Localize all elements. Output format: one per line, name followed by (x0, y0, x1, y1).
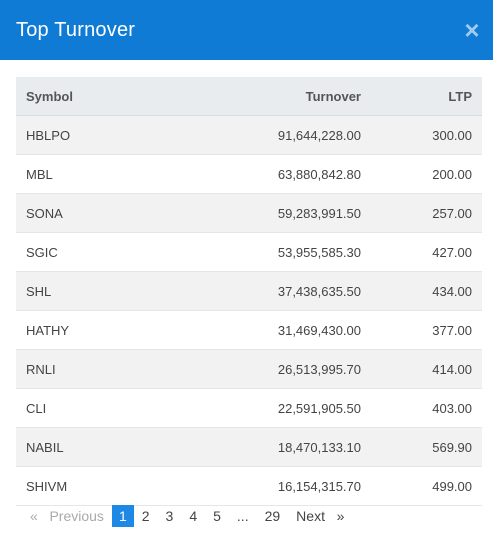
cell-turnover: 37,438,635.50 (176, 271, 361, 311)
cell-turnover: 18,470,133.10 (176, 427, 361, 467)
cell-symbol: SHL (16, 271, 176, 311)
cell-turnover: 59,283,991.50 (176, 193, 361, 233)
cell-ltp: 377.00 (361, 310, 482, 350)
table-row[interactable]: SONA 59,283,991.50 257.00 (16, 193, 482, 233)
next-page-button[interactable]: Next » (296, 508, 345, 524)
cell-turnover: 31,469,430.00 (176, 310, 361, 350)
cell-turnover: 16,154,315.70 (176, 466, 361, 506)
cell-ltp: 569.90 (361, 427, 482, 467)
turnover-table: Symbol Turnover LTP HBLPO 91,644,228.00 30… (16, 77, 482, 506)
table-row[interactable]: SHL 37,438,635.50 434.00 (16, 271, 482, 311)
pagination: « Previous 1 2 3 4 5 ... 29 Next » (22, 505, 352, 527)
cell-ltp: 200.00 (361, 154, 482, 194)
cell-ltp: 427.00 (361, 232, 482, 272)
close-icon[interactable]: × (464, 15, 480, 45)
cell-symbol: SGIC (16, 232, 176, 272)
column-header-ltp[interactable]: LTP (361, 77, 482, 116)
cell-symbol: MBL (16, 154, 176, 194)
cell-turnover: 91,644,228.00 (176, 115, 361, 155)
page-button-3[interactable]: 3 (165, 508, 174, 524)
table-row[interactable]: SHIVM 16,154,315.70 499.00 (16, 466, 482, 506)
turnover-table-wrap: Symbol Turnover LTP HBLPO 91,644,228.00 30… (16, 77, 482, 506)
table-row[interactable]: CLI 22,591,905.50 403.00 (16, 388, 482, 428)
cell-symbol: SONA (16, 193, 176, 233)
table-row[interactable]: HBLPO 91,644,228.00 300.00 (16, 115, 482, 155)
cell-ltp: 414.00 (361, 349, 482, 389)
cell-symbol: HATHY (16, 310, 176, 350)
table-header: Symbol Turnover LTP (16, 77, 482, 116)
cell-ltp: 434.00 (361, 271, 482, 311)
previous-page-button[interactable]: « Previous (30, 508, 104, 524)
page-button-1[interactable]: 1 (111, 505, 134, 527)
table-row[interactable]: RNLI 26,513,995.70 414.00 (16, 349, 482, 389)
column-header-turnover[interactable]: Turnover (176, 77, 361, 116)
cell-turnover: 63,880,842.80 (176, 154, 361, 194)
page-button-2[interactable]: 2 (141, 508, 150, 524)
pagination-ellipsis: ... (236, 508, 249, 524)
page-button-5[interactable]: 5 (213, 508, 221, 524)
cell-symbol: CLI (16, 388, 176, 428)
page-button-4[interactable]: 4 (189, 508, 198, 524)
cell-ltp: 499.00 (361, 466, 482, 506)
column-header-symbol[interactable]: Symbol (16, 77, 176, 116)
table-row[interactable]: HATHY 31,469,430.00 377.00 (16, 310, 482, 350)
cell-turnover: 22,591,905.50 (176, 388, 361, 428)
cell-turnover: 26,513,995.70 (176, 349, 361, 389)
cell-symbol: SHIVM (16, 466, 176, 506)
table-row[interactable]: NABIL 18,470,133.10 569.90 (16, 427, 482, 467)
cell-symbol: RNLI (16, 349, 176, 389)
modal-title: Top Turnover (16, 18, 136, 41)
cell-ltp: 403.00 (361, 388, 482, 428)
page-button-29[interactable]: 29 (264, 508, 281, 524)
cell-symbol: HBLPO (16, 115, 176, 155)
cell-symbol: NABIL (16, 427, 176, 467)
table-header-row: Symbol Turnover LTP (16, 77, 482, 116)
cell-ltp: 300.00 (361, 115, 482, 155)
modal-header: Top Turnover × (0, 0, 493, 60)
cell-ltp: 257.00 (361, 193, 482, 233)
table-body: HBLPO 91,644,228.00 300.00 MBL 63,880,842.80… (16, 115, 482, 506)
table-row[interactable]: MBL 63,880,842.80 200.00 (16, 154, 482, 194)
table-row[interactable]: SGIC 53,955,585.30 427.00 (16, 232, 482, 272)
cell-turnover: 53,955,585.30 (176, 232, 361, 272)
